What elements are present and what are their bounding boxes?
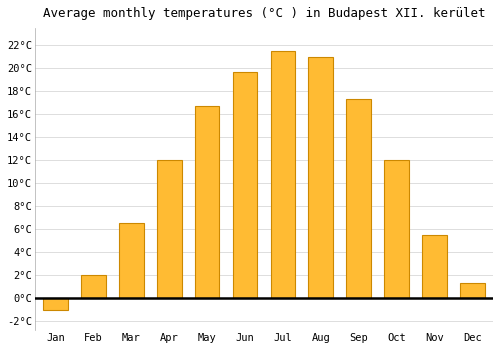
Bar (195, 106, 220, 298)
Bar (43, 298, 68, 310)
Title: Average monthly temperatures (°C ) in Budapest XII. kerület: Average monthly temperatures (°C ) in Bu… (42, 7, 485, 20)
Bar (232, 72, 258, 298)
Bar (346, 99, 371, 298)
Bar (308, 57, 333, 298)
Bar (384, 160, 409, 298)
Bar (460, 283, 484, 298)
Bar (270, 51, 295, 298)
Bar (157, 160, 182, 298)
Bar (81, 275, 106, 298)
Bar (119, 223, 144, 298)
Bar (422, 235, 446, 298)
